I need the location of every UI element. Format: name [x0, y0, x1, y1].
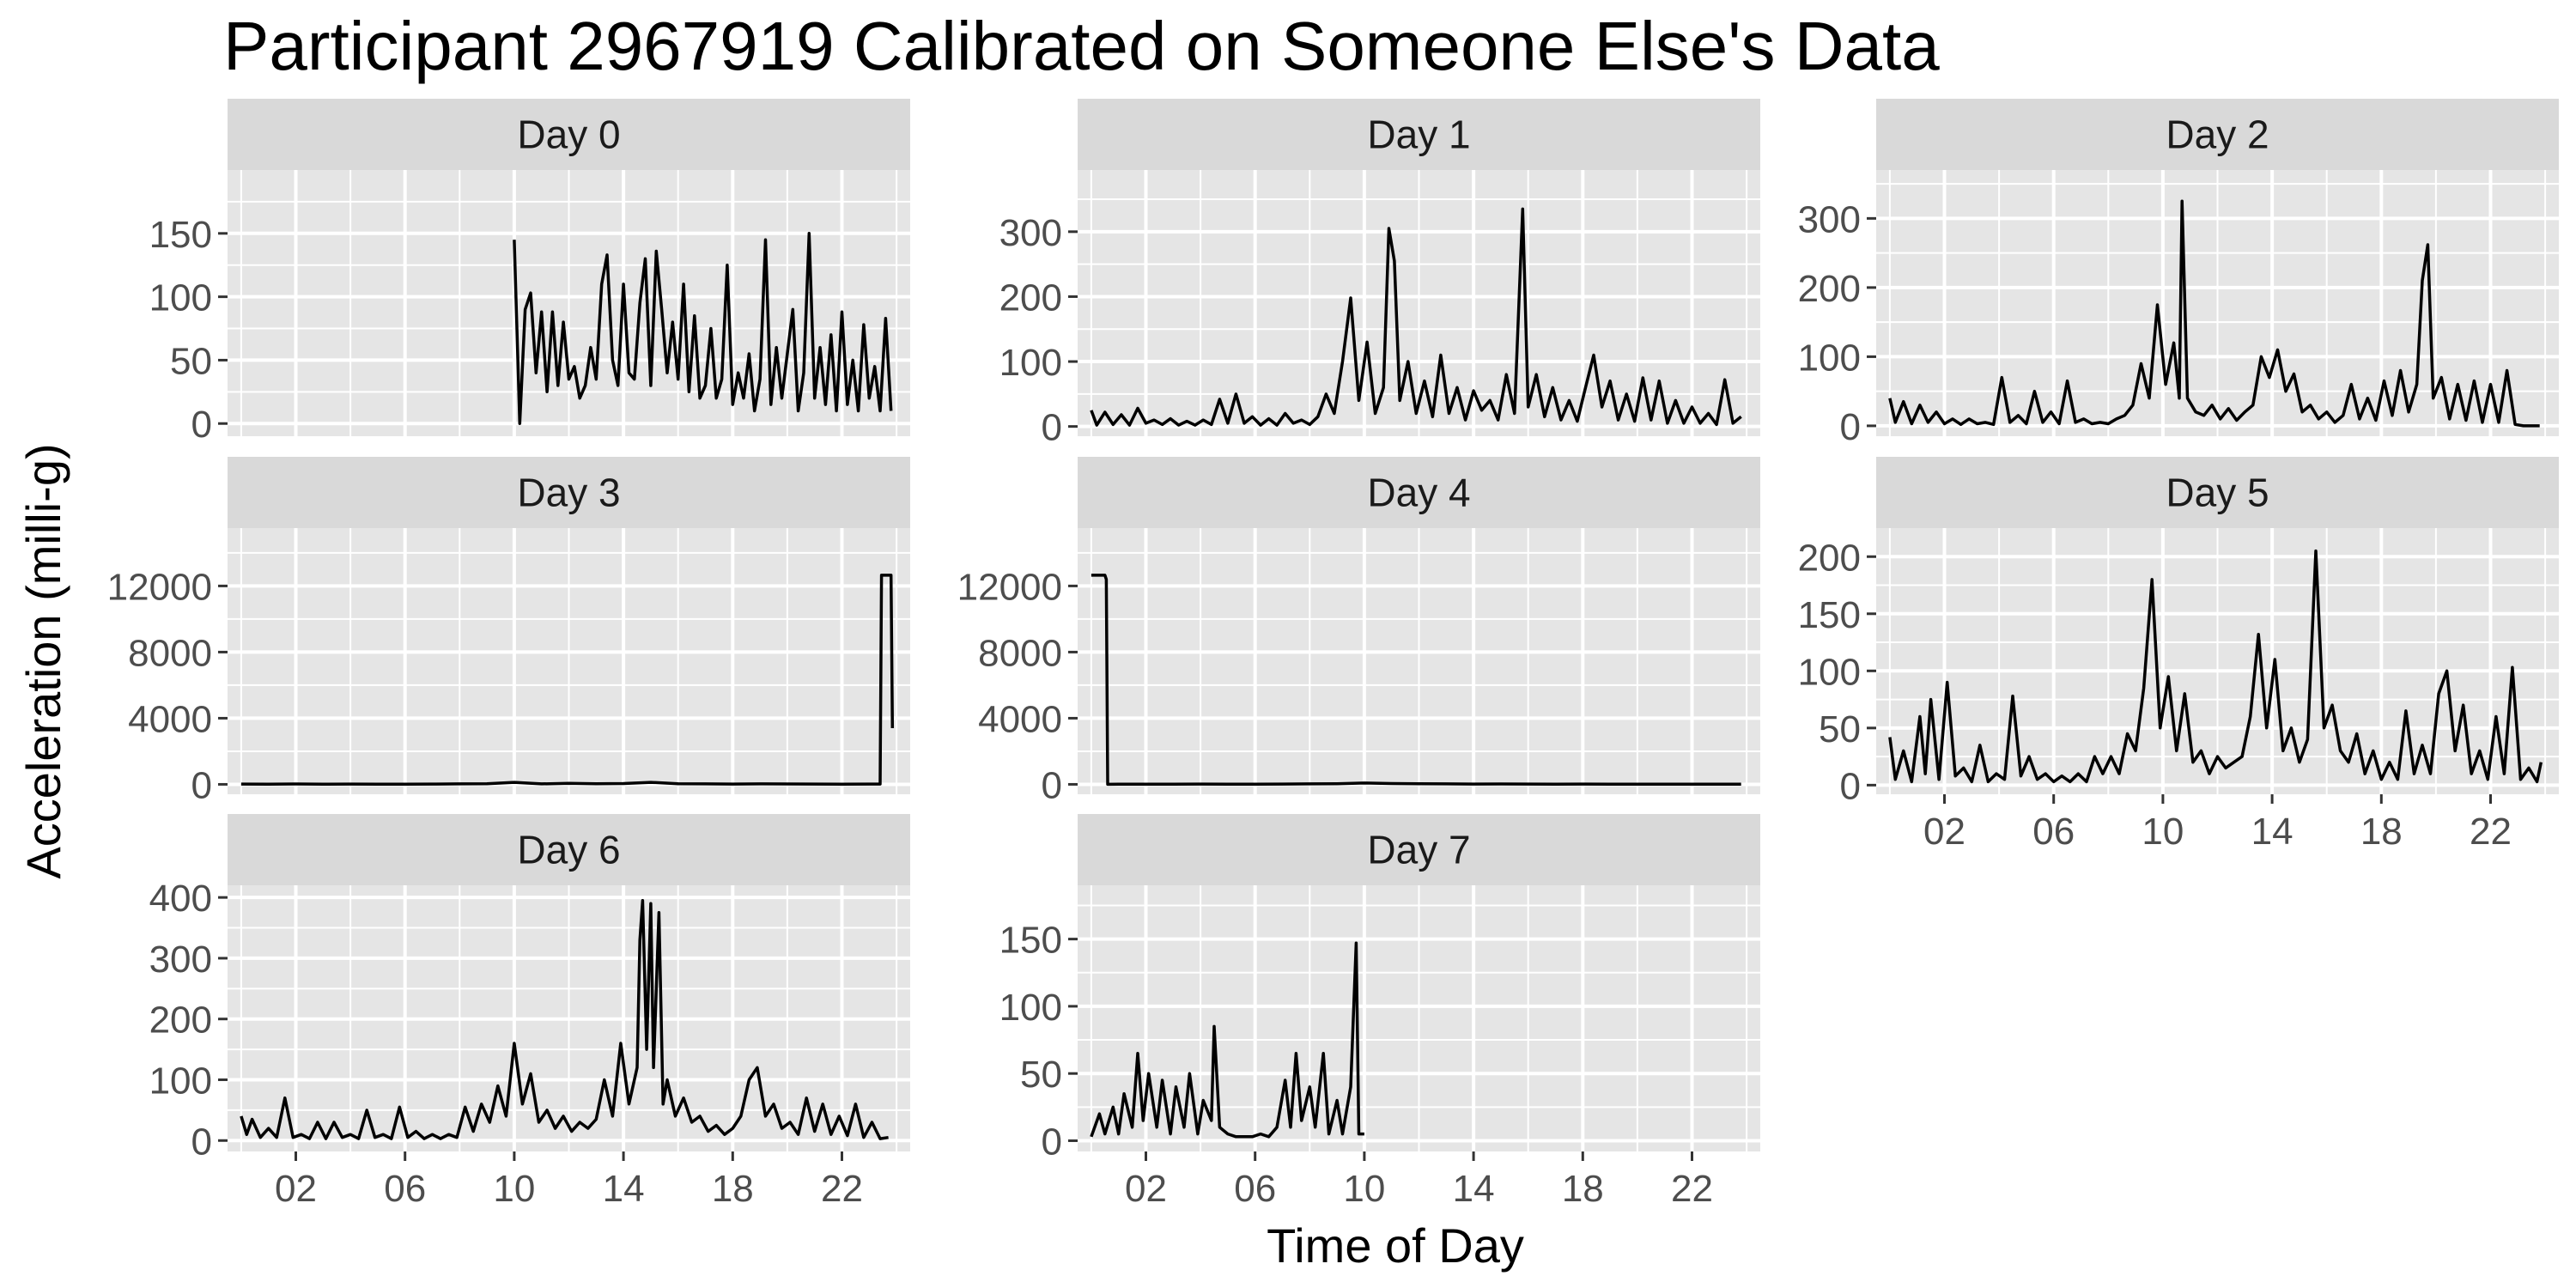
y-tick-label: 0	[1042, 407, 1062, 449]
x-tick-label: 14	[2251, 811, 2293, 853]
facet-panel-7: Day 7 0 50 100 150 02 06 10 14 18 22	[999, 814, 1760, 1210]
y-tick-label: 50	[170, 340, 212, 382]
y-tick-label: 100	[1798, 337, 1861, 379]
y-tick-label: 12000	[957, 566, 1062, 608]
facet-strip-label: Day 5	[2166, 471, 2269, 515]
y-tick-label: 0	[191, 1121, 212, 1163]
facet-panel-6: Day 6 0 100 200 300 400 02 06 10 14 18 22	[149, 814, 910, 1210]
series-line	[1090, 941, 1364, 1139]
x-tick-label: 18	[2360, 811, 2403, 853]
y-tick-label: 0	[191, 764, 212, 806]
y-tick-label: 200	[999, 276, 1062, 319]
y-tick-label: 12000	[107, 566, 212, 608]
y-tick-label: 0	[1840, 406, 1861, 448]
facet-panel-5: Day 5 0 50 100 150 200 02 06 10 14 18 22	[1798, 457, 2559, 853]
series-line	[513, 232, 893, 425]
facet-strip-label: Day 7	[1367, 828, 1470, 872]
y-tick-label: 4000	[978, 698, 1062, 740]
facet-strip-label: Day 6	[517, 828, 620, 872]
y-tick-label: 100	[1798, 651, 1861, 693]
facet-panel-0: Day 0 0 50 100 150	[149, 99, 910, 446]
facet-strip-label: Day 4	[1367, 471, 1470, 515]
y-tick-label: 150	[1798, 594, 1861, 636]
facet-strip	[1078, 457, 1760, 528]
x-tick-label: 18	[712, 1168, 754, 1210]
x-tick-label: 10	[2142, 811, 2184, 853]
series-line	[1888, 199, 2540, 428]
y-tick-label: 150	[149, 214, 212, 256]
series-line	[1090, 207, 1742, 427]
y-tick-label: 8000	[978, 632, 1062, 674]
y-tick-label: 100	[149, 1060, 212, 1102]
y-tick-label: 4000	[128, 698, 212, 740]
y-tick-label: 150	[999, 920, 1062, 962]
y-tick-label: 200	[1798, 537, 1861, 579]
y-tick-label: 50	[1819, 708, 1861, 750]
facet-strip	[1876, 99, 2559, 170]
x-tick-label: 10	[1343, 1168, 1385, 1210]
y-tick-label: 100	[149, 277, 212, 319]
y-tick-label: 50	[1020, 1054, 1062, 1096]
x-tick-label: 22	[2470, 811, 2512, 853]
facet-strip-label: Day 2	[2166, 112, 2269, 157]
x-tick-label: 06	[1234, 1168, 1276, 1210]
x-axis-label: Time of Day	[1267, 1218, 1524, 1273]
facet-panel-3: Day 3 0 4000 8000 12000	[107, 457, 910, 806]
x-tick-label: 14	[603, 1168, 645, 1210]
facet-panel-4: Day 4 0 4000 8000 12000	[957, 457, 1760, 806]
x-tick-label: 18	[1562, 1168, 1604, 1210]
series-line	[1888, 549, 2543, 784]
y-tick-label: 100	[999, 342, 1062, 384]
series-line	[1091, 574, 1741, 787]
facet-strip	[1876, 457, 2559, 528]
facet-strip	[228, 457, 910, 528]
x-tick-label: 10	[493, 1168, 535, 1210]
facet-strip	[1078, 99, 1760, 170]
facet-strip-label: Day 1	[1367, 112, 1470, 157]
facet-strip-label: Day 0	[517, 112, 620, 157]
y-tick-label: 100	[999, 987, 1062, 1029]
facet-panel-2: Day 2 0 100 200 300	[1798, 99, 2559, 448]
x-tick-label: 14	[1453, 1168, 1495, 1210]
facet-strip	[228, 99, 910, 170]
y-tick-label: 300	[149, 939, 212, 981]
y-tick-label: 0	[191, 404, 212, 446]
x-tick-label: 06	[384, 1168, 426, 1210]
y-tick-label: 300	[999, 212, 1062, 254]
facet-strip	[228, 814, 910, 885]
chart-title: Participant 2967919 Calibrated on Someon…	[223, 8, 1940, 84]
y-tick-label: 0	[1042, 1121, 1062, 1163]
facet-panel-1: Day 1 0 100 200 300	[999, 99, 1760, 449]
series-line	[240, 898, 889, 1140]
x-tick-label: 02	[275, 1168, 317, 1210]
y-axis-label: Acceleration (milli-g)	[16, 443, 70, 878]
y-tick-label: 300	[1798, 198, 1861, 240]
y-tick-label: 200	[1798, 268, 1861, 310]
facet-strip	[1078, 814, 1760, 885]
y-tick-label: 0	[1840, 765, 1861, 807]
x-tick-label: 02	[1923, 811, 1965, 853]
y-tick-label: 0	[1042, 764, 1062, 806]
y-tick-label: 8000	[128, 632, 212, 674]
x-tick-label: 02	[1125, 1168, 1167, 1210]
y-tick-label: 200	[149, 999, 212, 1042]
x-tick-label: 22	[821, 1168, 863, 1210]
x-tick-label: 22	[1671, 1168, 1713, 1210]
facet-strip-label: Day 3	[517, 471, 620, 515]
series-line	[240, 574, 895, 787]
x-tick-label: 06	[2032, 811, 2075, 853]
y-tick-label: 400	[149, 878, 212, 920]
